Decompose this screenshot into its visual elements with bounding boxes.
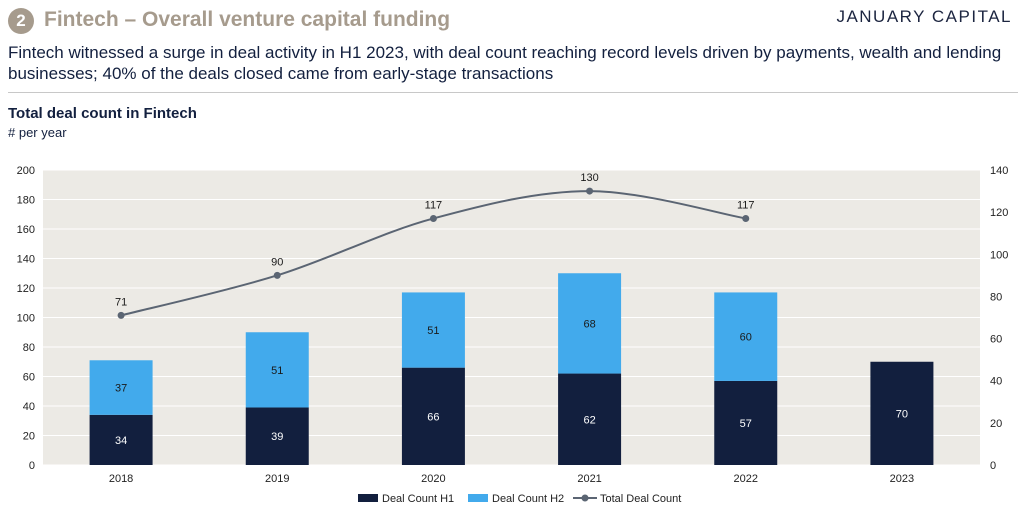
data-label-total: 130 (580, 172, 598, 184)
y2-tick-label: 0 (990, 460, 996, 472)
bar-h1 (558, 373, 622, 465)
bar-h2 (401, 292, 465, 368)
y2-tick-label: 20 (990, 418, 1002, 430)
section-title: Fintech – Overall venture capital fundin… (44, 8, 451, 31)
bar-h2 (89, 360, 153, 415)
legend-label-total: Total Deal Count (600, 493, 681, 505)
legend-marker-total (581, 494, 589, 502)
bar-h1 (89, 414, 153, 465)
data-label-h1: 66 (427, 411, 439, 423)
divider (8, 92, 1018, 93)
data-label-h2: 68 (583, 318, 595, 330)
legend-swatch-h1 (358, 494, 378, 502)
data-label-h1: 70 (896, 408, 908, 420)
bar-h1 (714, 380, 778, 465)
y-tick-label: 140 (17, 254, 35, 266)
y2-tick-label: 40 (990, 376, 1002, 388)
x-tick-label: 2019 (265, 473, 289, 485)
chart-unit-label: # per year (8, 125, 67, 140)
y-tick-label: 120 (17, 283, 35, 295)
y2-tick-label: 100 (990, 249, 1008, 261)
total-deal-count-point (586, 187, 594, 195)
total-deal-count-point (117, 311, 125, 319)
bar-h1 (870, 361, 934, 465)
page-subtitle: Fintech witnessed a surge in deal activi… (8, 43, 1002, 83)
total-deal-count-point (273, 271, 281, 279)
x-tick-label: 2023 (890, 473, 914, 485)
bar-h1 (245, 407, 309, 465)
total-deal-count-point (429, 214, 437, 222)
data-label-h1: 57 (740, 418, 752, 430)
y-tick-label: 60 (23, 372, 35, 384)
legend-label-h2: Deal Count H2 (492, 493, 564, 505)
bar-h2 (245, 332, 309, 408)
x-tick-label: 2020 (421, 473, 445, 485)
legend-label-h1: Deal Count H1 (382, 493, 454, 505)
data-label-h1: 62 (583, 414, 595, 426)
y-tick-label: 100 (17, 313, 35, 325)
bar-h2 (714, 292, 778, 381)
y-tick-label: 40 (23, 401, 35, 413)
x-tick-label: 2021 (577, 473, 601, 485)
y-tick-label: 20 (23, 431, 35, 443)
data-label-h2: 60 (740, 332, 752, 344)
x-tick-label: 2022 (734, 473, 758, 485)
data-label-h2: 51 (271, 365, 283, 377)
legend-swatch-h2 (468, 494, 488, 502)
y-tick-label: 0 (29, 460, 35, 472)
data-label-total: 90 (271, 256, 283, 268)
data-label-h1: 34 (115, 435, 127, 447)
y2-tick-label: 140 (990, 165, 1008, 177)
section-number-badge: 2 (8, 8, 34, 34)
brand-logo: JANUARY CAPITAL (836, 7, 1012, 26)
data-label-h2: 51 (427, 325, 439, 337)
y2-tick-label: 80 (990, 291, 1002, 303)
chart-title: Total deal count in Fintech (8, 105, 197, 122)
y-tick-label: 80 (23, 342, 35, 354)
data-label-h1: 39 (271, 431, 283, 443)
y-tick-label: 180 (17, 195, 35, 207)
y2-tick-label: 120 (990, 207, 1008, 219)
data-label-h2: 37 (115, 383, 127, 395)
y-tick-label: 200 (17, 165, 35, 177)
data-label-total: 117 (737, 199, 755, 211)
data-label-total: 117 (425, 199, 443, 211)
bar-h1 (401, 367, 465, 465)
bar-h2 (558, 273, 622, 374)
x-tick-label: 2018 (109, 473, 133, 485)
y-tick-label: 160 (17, 224, 35, 236)
header: 2 Fintech – Overall venture capital fund… (8, 6, 1016, 38)
y2-tick-label: 60 (990, 334, 1002, 346)
deal-count-chart: 0 20 40 60 80 100 120 140 160 180 200 0 20 40 60 80 100 1… (17, 165, 1009, 505)
data-label-total: 71 (115, 296, 127, 308)
total-deal-count-point (742, 214, 750, 222)
